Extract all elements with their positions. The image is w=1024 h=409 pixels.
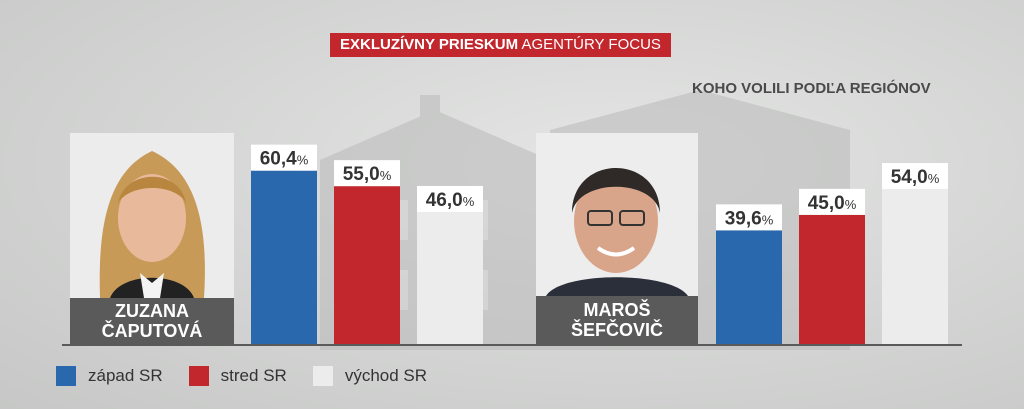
bar-zuzana-caputova-vychod-sr xyxy=(417,211,483,344)
bar-zuzana-caputova-stred-sr xyxy=(334,186,400,344)
exclusive-survey-badge: EXKLUZÍVNY PRIESKUM AGENTÚRY FOCUS xyxy=(330,33,671,57)
bar-zuzana-caputova-zapad-sr xyxy=(251,170,317,344)
legend-swatch-stred xyxy=(188,366,209,386)
legend-swatch-vychod xyxy=(312,366,333,386)
data-label-maros-sefcovic-zapad-sr: 39,6% xyxy=(725,208,774,229)
bar-maros-sefcovic-vychod-sr xyxy=(882,189,948,344)
data-label-zuzana-caputova-stred-sr: 55,0% xyxy=(343,164,392,185)
data-label-box-maros-sefcovic-stred-sr xyxy=(799,188,865,215)
portrait-man-image xyxy=(536,133,698,296)
candidate-photo-caputova xyxy=(70,133,234,298)
bar-maros-sefcovic-zapad-sr xyxy=(716,230,782,344)
candidate-last-name: ŠEFČOVIČ xyxy=(570,320,663,340)
legend-label-zapad: západ SR xyxy=(88,366,163,385)
data-label-maros-sefcovic-vychod-sr: 54,0% xyxy=(891,167,940,188)
legend-item-vychod: východ SR xyxy=(312,366,428,386)
data-label-box-maros-sefcovic-zapad-sr xyxy=(716,204,782,231)
badge-regular-text: AGENTÚRY FOCUS xyxy=(521,36,661,53)
legend-label-vychod: východ SR xyxy=(344,366,428,385)
data-label-box-zuzana-caputova-stred-sr xyxy=(334,160,400,187)
candidate-first-name: MAROŠ xyxy=(583,300,651,320)
data-label-box-zuzana-caputova-vychod-sr xyxy=(417,185,483,212)
bar-maros-sefcovic-stred-sr xyxy=(799,214,865,344)
candidate-name-plate-caputova: ZUZANA ČAPUTOVÁ xyxy=(70,298,234,344)
data-label-box-zuzana-caputova-zapad-sr xyxy=(251,144,317,171)
chart-subtitle: KOHO VOLILI PODĽA REGIÓNOV xyxy=(692,80,931,97)
data-label-zuzana-caputova-zapad-sr: 60,4% xyxy=(260,149,309,170)
candidate-name-plate-sefcovic: MAROŠ ŠEFČOVIČ xyxy=(536,296,698,344)
chart-legend: západ SR stred SR východ SR xyxy=(56,366,453,386)
candidate-first-name: ZUZANA xyxy=(115,301,189,321)
legend-item-stred: stred SR xyxy=(188,366,287,386)
legend-item-zapad: západ SR xyxy=(56,366,163,386)
data-label-maros-sefcovic-stred-sr: 45,0% xyxy=(808,193,857,214)
portrait-woman-image xyxy=(70,133,234,298)
legend-label-stred: stred SR xyxy=(220,366,287,385)
candidate-last-name: ČAPUTOVÁ xyxy=(101,321,203,341)
candidate-photo-sefcovic xyxy=(536,133,698,296)
badge-bold-text: EXKLUZÍVNY PRIESKUM xyxy=(340,36,519,53)
data-label-box-maros-sefcovic-vychod-sr xyxy=(882,163,948,190)
data-label-zuzana-caputova-vychod-sr: 46,0% xyxy=(426,190,475,211)
legend-swatch-zapad xyxy=(56,366,76,386)
